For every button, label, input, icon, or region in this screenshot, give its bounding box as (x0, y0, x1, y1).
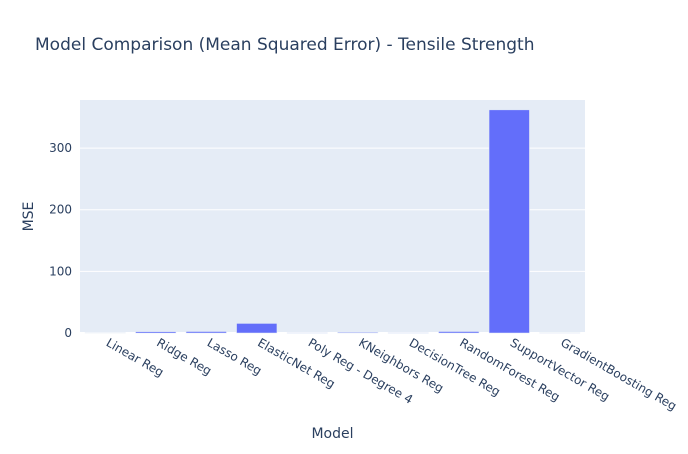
y-tick-label: 0 (64, 326, 72, 340)
chart-title: Model Comparison (Mean Squared Error) - … (35, 35, 534, 55)
bar (186, 332, 226, 333)
bar (489, 110, 529, 333)
bar (237, 323, 277, 333)
bar (338, 332, 378, 333)
y-tick-label: 100 (49, 264, 72, 278)
y-axis-title: MSE (21, 202, 37, 232)
x-axis-title: Model (311, 426, 353, 442)
y-tick-label: 200 (49, 203, 72, 217)
bar (136, 332, 176, 333)
y-tick-label: 300 (49, 141, 72, 155)
bar (439, 332, 479, 333)
